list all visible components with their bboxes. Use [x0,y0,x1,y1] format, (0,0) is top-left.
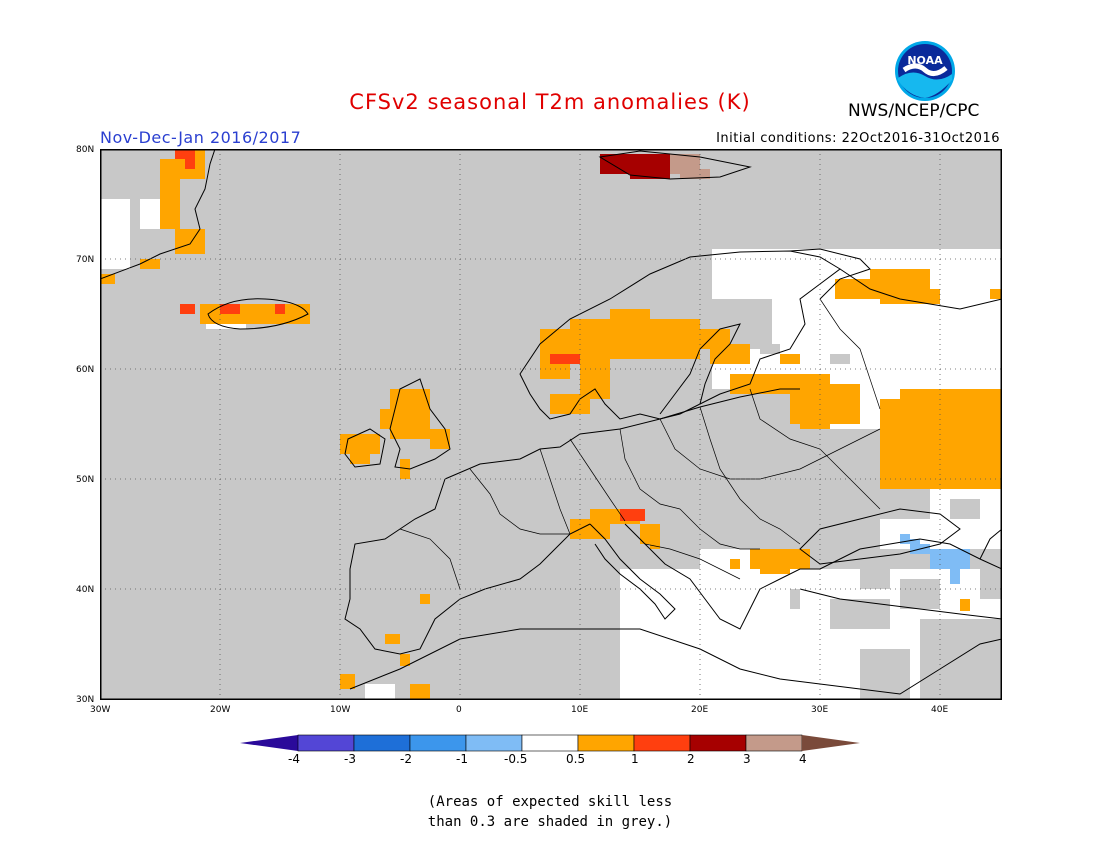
lat-label-40n: 40N [76,585,95,595]
colorbar-label: -2 [400,752,412,766]
coastlines [100,149,1002,695]
country-borders [399,298,881,590]
lat-label-50n: 50N [76,475,95,485]
map-frame [100,149,1002,700]
initial-conditions: Initial conditions: 22Oct2016-31Oct2016 [716,131,1000,146]
lon-label-20w: 20W [210,705,231,715]
colorbar-segment [465,734,523,752]
svg-text:NOAA: NOAA [907,54,943,67]
lat-label-30n: 30N [76,695,95,705]
very-warm-patches [600,154,670,179]
agency-label: NWS/NCEP/CPC [848,101,980,121]
lat-label-70n: 70N [76,255,95,265]
gridlines [100,149,1002,700]
lat-label-80n: 80N [76,145,95,155]
noaa-logo-icon: NOAA [895,41,955,101]
colorbar-arrow-low [240,735,298,751]
colorbar-segment [297,734,355,752]
lon-label-10e: 10E [571,705,589,715]
colorbar-label: 0.5 [566,752,586,766]
colorbar-arrow-high [802,735,860,751]
map-title: CFSv2 seasonal T2m anomalies (K) [349,90,751,114]
colorbar-label: -0.5 [504,752,528,766]
colorbar-label: -4 [288,752,300,766]
lon-label-0: 0 [456,705,462,715]
lon-label-30w: 30W [90,705,111,715]
colorbar-label: 3 [743,752,751,766]
colorbar-segment [409,734,467,752]
skill-note: (Areas of expected skill less than 0.3 a… [0,792,1100,832]
grey-patches [712,299,1002,700]
anomaly-map [100,149,1002,700]
lon-label-10w: 10W [330,705,351,715]
colorbar-label: -3 [344,752,356,766]
skill-note-line-1: (Areas of expected skill less [427,794,673,810]
strong-warm-patches [175,149,645,521]
colorbar-segment [689,734,747,752]
colorbar [240,734,860,752]
skill-note-line-2: than 0.3 are shaded in grey.) [427,814,673,830]
colorbar-segment [521,734,579,752]
colorbar-segment [577,734,635,752]
colorbar-segment [745,734,803,752]
colorbar-label: 1 [631,752,639,766]
lat-label-60n: 60N [76,365,95,375]
forecast-period: Nov-Dec-Jan 2016/2017 [100,128,302,147]
colorbar-segment [353,734,411,752]
lon-label-30e: 30E [811,705,829,715]
colorbar-segment [633,734,691,752]
lon-label-40e: 40E [931,705,949,715]
colorbar-label: 4 [799,752,807,766]
colorbar-label: 2 [687,752,695,766]
colorbar-label: -1 [456,752,468,766]
lon-label-20e: 20E [691,705,709,715]
extreme-warm-patches [670,154,710,179]
